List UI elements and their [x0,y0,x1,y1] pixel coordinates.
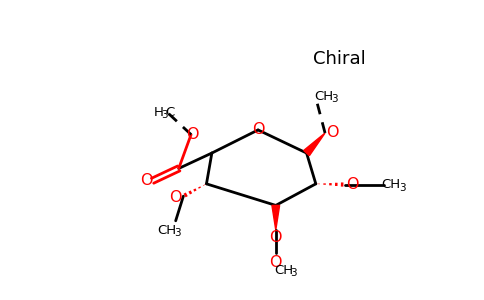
Text: O: O [186,127,199,142]
Text: 3: 3 [290,268,297,278]
Text: 3: 3 [331,94,338,104]
Polygon shape [272,206,280,230]
Text: O: O [326,125,338,140]
Text: O: O [269,255,281,270]
Text: O: O [270,230,282,245]
Text: H: H [154,106,164,119]
Text: 3: 3 [162,110,168,120]
Text: CH: CH [314,90,333,103]
Text: 3: 3 [399,183,406,193]
Text: O: O [252,122,264,137]
Text: Chiral: Chiral [313,50,365,68]
Text: 3: 3 [174,228,181,238]
Polygon shape [304,133,325,156]
Text: CH: CH [157,224,176,236]
Text: CH: CH [382,178,401,191]
Text: C: C [166,106,175,119]
Text: O: O [169,190,182,205]
Text: O: O [347,177,359,192]
Text: CH: CH [274,264,293,277]
Text: O: O [140,173,152,188]
